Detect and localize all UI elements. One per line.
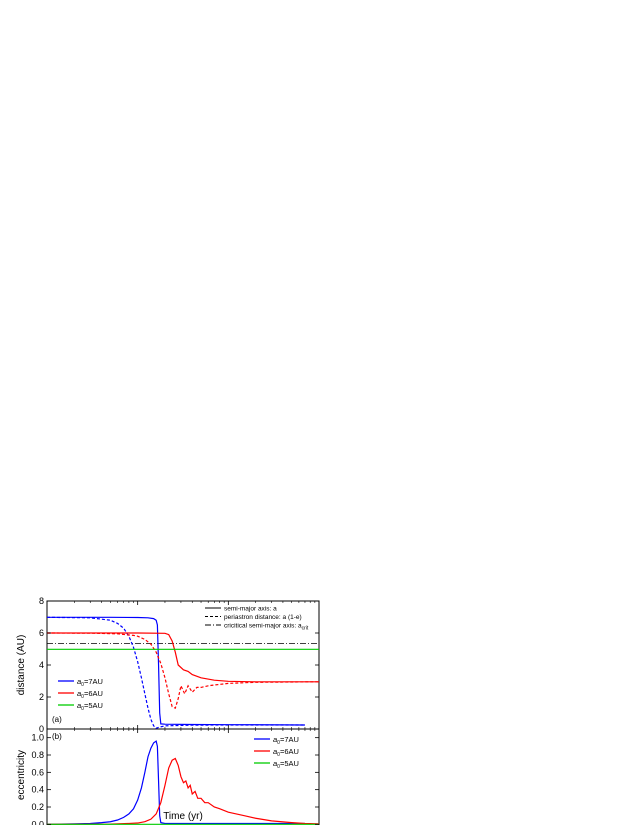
series-line-blue-e (46, 740, 305, 825)
color-legend-label: a0=7AU (273, 735, 299, 746)
panel-a-ylabel: distance (AU) (16, 635, 27, 696)
ytick-label: 4 (39, 660, 44, 670)
ytick-label: 0.4 (31, 785, 44, 795)
ytick-label: 0 (39, 724, 44, 734)
color-legend-label: a0=5AU (273, 759, 299, 770)
ytick-label: 8 (39, 596, 44, 606)
color-legend-label: a0=6AU (273, 747, 299, 758)
color-legend-label: a0=6AU (77, 689, 103, 700)
style-legend-label: periastron distance: a (1-e) (224, 614, 302, 621)
panel-b-series (46, 740, 320, 825)
series-line-red-q (46, 632, 320, 710)
panel-b-ylabel: eccentricity (16, 750, 27, 800)
ytick-label: 0.2 (31, 802, 44, 812)
ytick-label: 0.8 (31, 750, 44, 760)
series-line-red-a (47, 632, 319, 683)
style-legend-label: cricitical semi-major axis: acrit (224, 623, 309, 632)
ytick-label: 0.0 (31, 819, 44, 825)
style-legend-label: semi-major axis: a (224, 606, 277, 613)
panel-b-xlabel: Time (yr) (163, 811, 203, 822)
series-line-blue-q (46, 616, 305, 729)
color-legend-label: a0=5AU (77, 701, 103, 712)
color-legend-label: a0=7AU (77, 677, 103, 688)
ytick-label: 1.0 (31, 733, 44, 743)
panel-b-ticks: 0.00.20.40.60.81.0103104105106 (31, 729, 320, 825)
panel-a-label: (a) (52, 715, 62, 724)
series-line-red-e (46, 757, 320, 825)
ytick-label: 6 (39, 628, 44, 638)
ytick-label: 0.6 (31, 767, 44, 777)
panel-b-label: (b) (52, 732, 62, 741)
ytick-label: 2 (39, 692, 44, 702)
panel-a-series (46, 616, 320, 729)
panel-b-frame (46, 728, 320, 825)
panel-a-ticks: 0 2 4 6 8 (39, 596, 320, 734)
